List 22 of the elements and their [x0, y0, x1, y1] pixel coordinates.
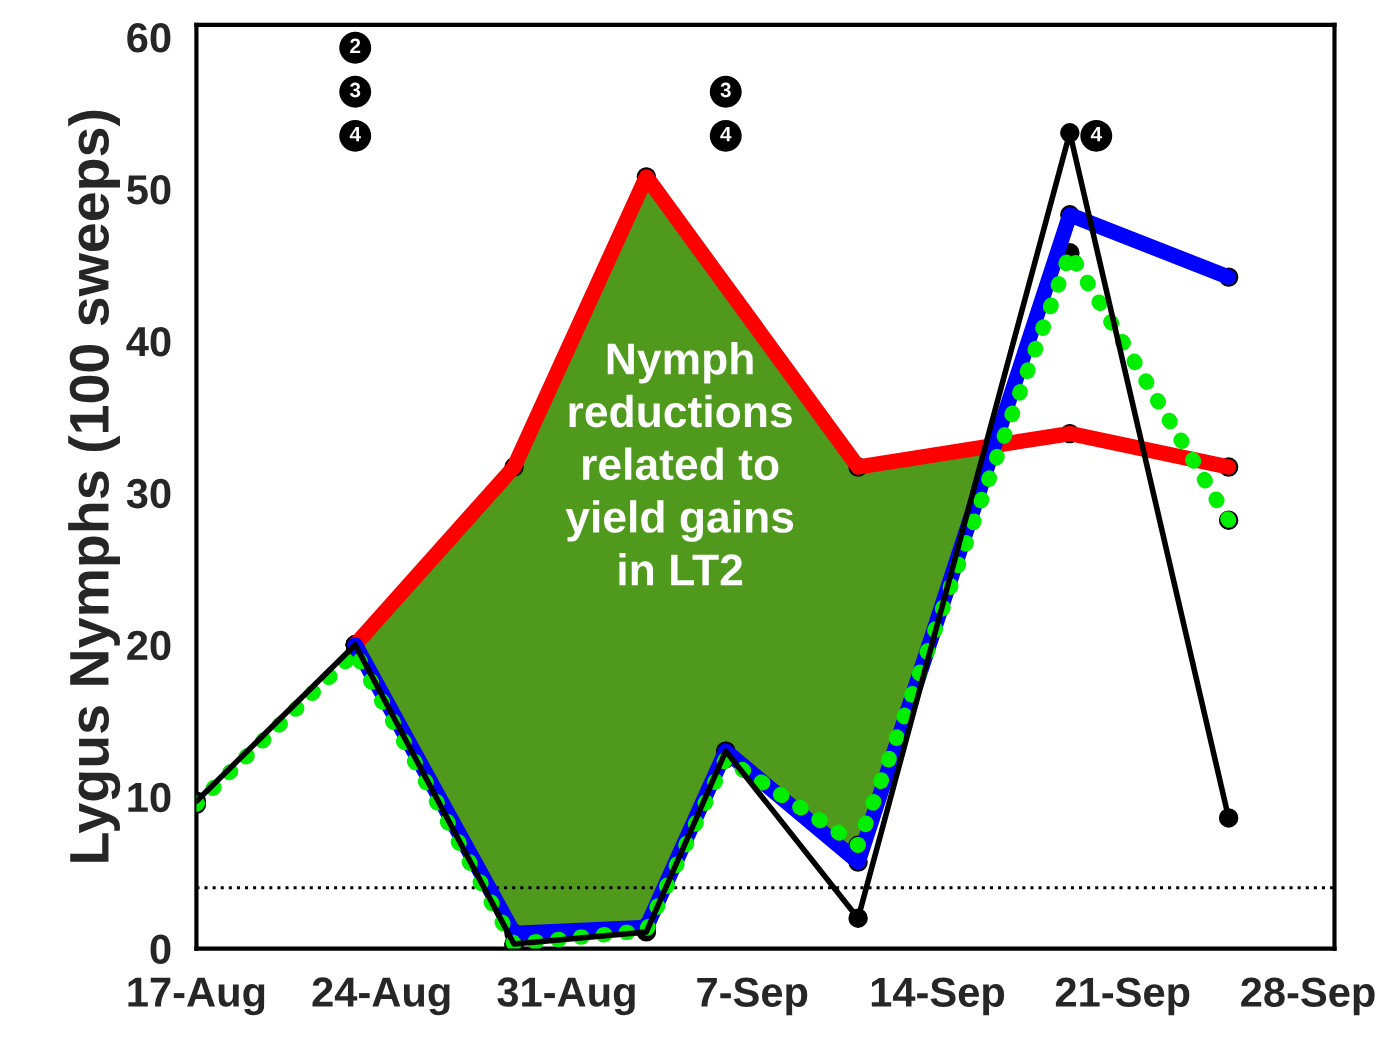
annotation: Nymph reductions related to yield gains in LT2	[565, 342, 794, 586]
x-tick-label: 14-Sep	[871, 977, 1005, 1016]
y-axis-title: Lygus Nymphs (100 sweeps)	[68, 110, 121, 862]
annotation: 3	[720, 82, 731, 98]
annotation: 4	[349, 126, 361, 142]
annotation: 4	[720, 126, 732, 142]
annotation: 2	[350, 38, 361, 54]
y-tick-label: 50	[127, 175, 171, 205]
x-tick-label: 7-Sep	[697, 977, 808, 1016]
y-tick-label: 30	[126, 478, 171, 509]
y-tick-label: 40	[126, 326, 171, 357]
y-tick-label: 60	[127, 23, 171, 53]
annotation: 4	[1090, 126, 1102, 142]
x-tick-label: 28-Sep	[1241, 977, 1375, 1016]
y-tick-label: 10	[128, 782, 171, 813]
x-tick-label: 31-Aug	[497, 977, 635, 1016]
x-tick-label: 21-Sep	[1055, 977, 1190, 1016]
x-tick-label: 24-Aug	[312, 977, 450, 1016]
x-tick-label: 17-Aug	[128, 977, 265, 1016]
y-tick-label: 20	[127, 630, 171, 661]
annotation: 3	[349, 82, 361, 98]
y-tick-label: 0	[150, 934, 171, 965]
